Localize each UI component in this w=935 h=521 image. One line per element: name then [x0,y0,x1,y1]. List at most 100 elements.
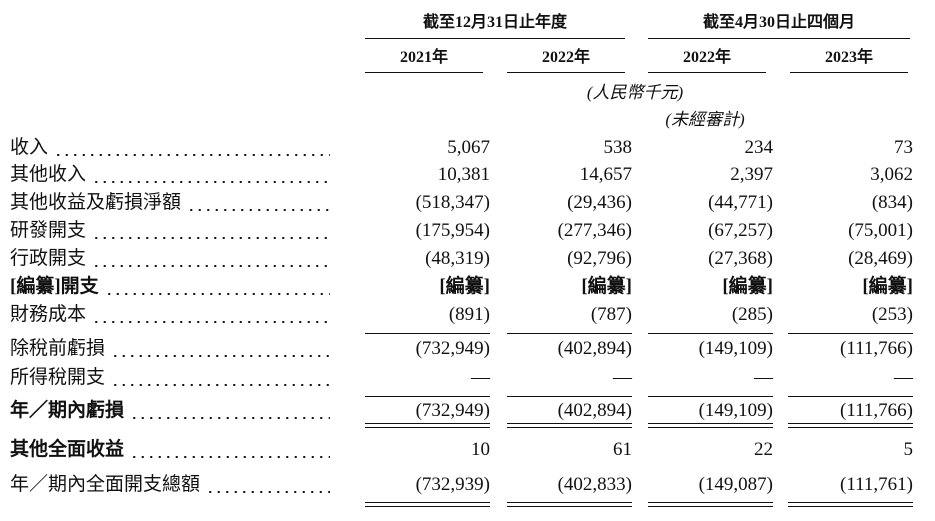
cell-value: (27,368) [708,248,773,269]
total-double-rule [788,423,913,428]
cell-value: (67,257) [708,220,773,241]
total-double-rule [648,502,773,507]
total-double-rule [507,423,632,428]
cell-value: (732,949) [415,400,490,421]
row-label: 研發開支 [10,220,87,241]
cell-value: (277,346) [557,220,632,241]
year-header: 2022年 [682,49,731,66]
cell-value: [編纂] [581,276,632,297]
group-header: 截至12月31日止年度 [422,14,567,31]
row-label: 財務成本 [10,304,87,325]
leader-dots [130,417,330,419]
subtotal-rule [507,396,632,397]
leader-dots [92,265,330,267]
year-header: 2023年 [824,49,873,66]
subtotal-rule [788,396,913,397]
cell-value: — [613,367,632,388]
subtotal-rule [648,396,773,397]
leader-dots [111,384,330,386]
year-rule [648,72,766,73]
cell-value: 234 [744,137,774,158]
cell-value: — [894,367,913,388]
cell-value: [編纂] [862,276,913,297]
cell-value: (834) [871,192,913,213]
total-double-rule [788,502,913,507]
total-double-rule [365,502,490,507]
cell-value: 3,062 [870,164,913,185]
cell-value: (28,469) [848,248,913,269]
cell-value: (149,109) [698,400,773,421]
total-double-rule [365,423,490,428]
total-double-rule [507,502,632,507]
row-label: 其他收益及虧損淨額 [10,192,182,213]
row-label: 年／期內虧損 [10,400,125,421]
leader-dots [130,456,330,458]
unit-note: (人民幣千元) [586,83,684,102]
leader-dots [111,355,330,357]
leader-dots [92,321,330,323]
year-header: 2021年 [399,49,448,66]
year-rule [507,72,625,73]
header-rule [365,38,625,39]
total-double-rule [648,423,773,428]
subtotal-rule [365,333,490,334]
leader-dots [187,209,330,211]
cell-value: 73 [894,137,913,158]
cell-value: 5,067 [447,137,490,158]
cell-value: (253) [871,304,913,325]
leader-dots [92,237,330,239]
cell-value: 10,381 [437,164,490,185]
cell-value: (402,894) [557,400,632,421]
row-label: 其他全面收益 [10,439,125,460]
subtotal-rule [788,333,913,334]
cell-value: 22 [754,439,773,460]
cell-value: — [754,367,773,388]
cell-value: (402,833) [557,474,632,495]
cell-value: (48,319) [425,248,490,269]
row-label: 收入 [10,137,49,158]
cell-value: (111,766) [840,338,913,359]
cell-value: (732,949) [415,338,490,359]
cell-value: (44,771) [708,192,773,213]
subtotal-rule [507,333,632,334]
cell-value: (111,761) [840,474,913,495]
cell-value: 10 [471,439,490,460]
cell-value: (402,894) [557,338,632,359]
cell-value: 61 [613,439,632,460]
cell-value: (732,939) [415,474,490,495]
unaudited-note: (未經審計) [665,110,745,129]
cell-value: 2,397 [730,164,773,185]
cell-value: (285) [731,304,773,325]
year-header: 2022年 [541,49,590,66]
year-rule [365,72,483,73]
row-label: 所得稅開支 [10,367,106,388]
cell-value: 5 [903,439,914,460]
header-rule [648,38,910,39]
row-label: 行政開支 [10,248,87,269]
subtotal-rule [648,333,773,334]
row-label: 除稅前虧損 [10,338,106,359]
leader-dots [206,491,330,493]
cell-value: 538 [603,137,633,158]
cell-value: (111,766) [840,400,913,421]
group-header: 截至4月30日止四個月 [702,14,855,31]
year-rule [790,72,908,73]
cell-value: (787) [590,304,632,325]
cell-value: — [471,367,490,388]
row-label: 年／期內全面開支總額 [10,474,201,495]
cell-value: [編纂] [722,276,773,297]
cell-value: (149,087) [698,474,773,495]
cell-value: (175,954) [415,220,490,241]
leader-dots [54,154,330,156]
cell-value: (92,796) [567,248,632,269]
cell-value: (29,436) [567,192,632,213]
subtotal-rule [365,396,490,397]
row-label: [編纂]開支 [10,276,99,297]
cell-value: (891) [448,304,490,325]
leader-dots [92,181,330,183]
cell-value: (75,001) [848,220,913,241]
cell-value: (149,109) [698,338,773,359]
row-label: 其他收入 [10,164,87,185]
leader-dots [104,293,330,295]
